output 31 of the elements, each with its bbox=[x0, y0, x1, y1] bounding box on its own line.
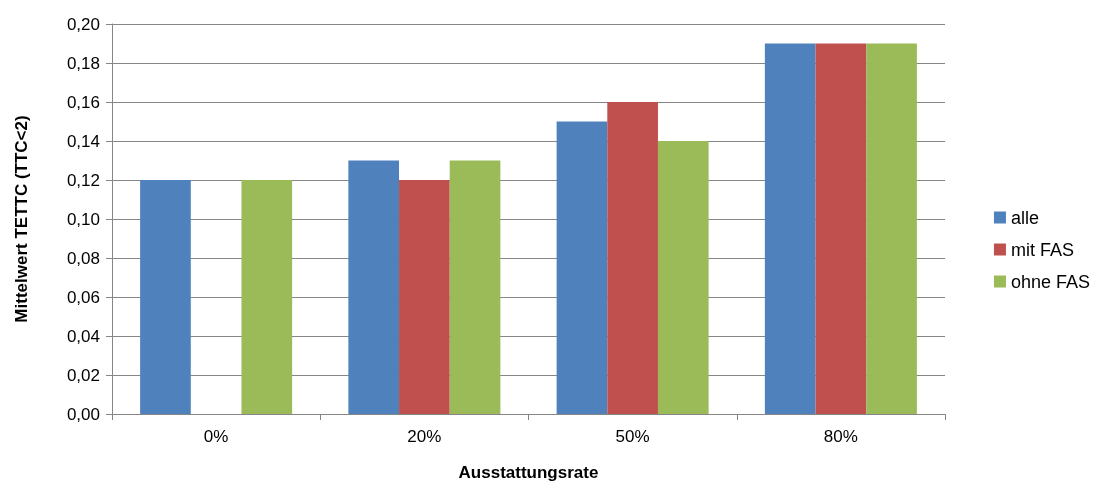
bar bbox=[399, 180, 450, 414]
y-tick-label: 0,02 bbox=[66, 365, 100, 385]
bar bbox=[140, 180, 191, 414]
y-tick-label: 0,18 bbox=[66, 53, 100, 73]
y-tick-label: 0,06 bbox=[66, 287, 100, 307]
bar bbox=[449, 160, 501, 414]
y-tick-label: 0,14 bbox=[66, 131, 100, 151]
x-axis-title: Ausstattungsrate bbox=[458, 463, 599, 482]
legend-label: mit FAS bbox=[1010, 239, 1074, 260]
bar bbox=[815, 43, 867, 414]
y-tick-label: 0,04 bbox=[66, 326, 100, 346]
y-tick-label: 0,08 bbox=[66, 248, 100, 268]
legend-label: ohne FAS bbox=[1010, 271, 1090, 292]
y-tick-label: 0,00 bbox=[66, 404, 100, 424]
x-tick-label: 80% bbox=[823, 427, 858, 446]
bar bbox=[866, 43, 917, 414]
x-tick-label: 50% bbox=[615, 427, 650, 446]
bar bbox=[607, 102, 658, 414]
legend-label: alle bbox=[1010, 207, 1039, 228]
bar bbox=[348, 160, 400, 414]
bar bbox=[657, 141, 709, 414]
y-tick-label: 0,20 bbox=[66, 14, 100, 34]
x-tick-label: 20% bbox=[407, 427, 442, 446]
y-tick-label: 0,16 bbox=[66, 92, 100, 112]
bar bbox=[764, 43, 816, 414]
bar bbox=[556, 121, 608, 414]
bar bbox=[241, 180, 293, 414]
y-tick-label: 0,10 bbox=[66, 209, 100, 229]
y-tick-label: 0,12 bbox=[66, 170, 100, 190]
y-axis-title: Mittelwert TETTC (TTC<2) bbox=[12, 115, 31, 323]
x-tick-label: 0% bbox=[203, 427, 229, 446]
